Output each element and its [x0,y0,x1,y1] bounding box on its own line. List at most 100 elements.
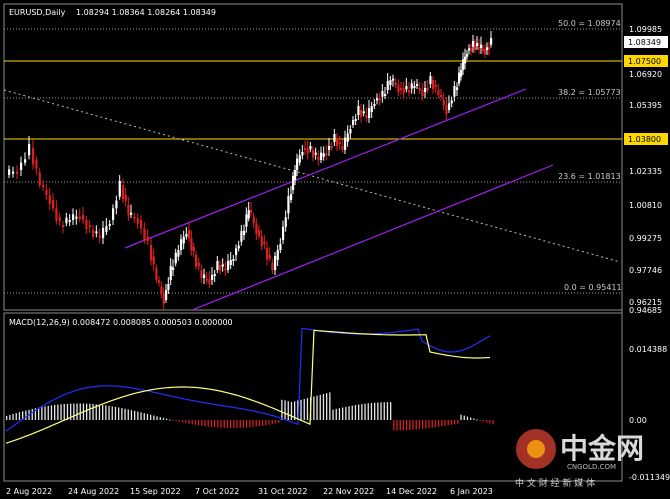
macd-bar [198,420,200,426]
candle [28,144,31,156]
candle [472,41,475,47]
candle [432,80,435,89]
macd-bar [431,420,433,428]
candle [394,82,397,86]
macd-bar [175,420,177,421]
macd-bar [66,403,69,420]
macd-bar [418,420,421,430]
candle [48,195,51,204]
macd-bar [383,402,385,420]
candlesticks[interactable] [8,31,493,310]
macd-bar [412,420,414,430]
candle [276,250,279,260]
candle [245,214,248,227]
candle [453,86,456,97]
candle [418,88,421,90]
macd-bar [92,404,94,420]
candle [258,230,261,236]
time-label: 2 Aug 2022 [6,487,52,496]
candle [338,142,341,144]
candle [243,230,246,235]
candle [158,280,161,283]
candle [45,190,48,195]
macd-bar [38,407,40,420]
macd-label: MACD(12,26,9) 0.008472 0.008085 0.000503… [9,318,233,327]
macd-bar [345,406,347,420]
candle [445,105,448,114]
macd-bar [406,420,408,431]
candle [373,104,376,106]
macd-bar [114,406,117,420]
candle [464,56,467,64]
time-label: 7 Oct 2022 [195,487,239,496]
candle [127,205,130,215]
candle [172,267,175,270]
macd-bar [470,417,472,420]
candle [389,80,392,85]
macd-bar [428,420,430,429]
macd-bar [230,420,232,429]
candle [169,266,172,280]
candle [304,148,307,150]
candle [312,150,315,158]
candle [460,70,463,77]
macd-bar [194,420,197,425]
fib-label: 0.0 = 0.95411 [564,283,622,292]
macd-bar [374,402,376,420]
ascending-channel[interactable] [124,88,554,325]
macd-bar [156,416,158,420]
candle [341,146,344,150]
candle [118,181,121,197]
macd-bar [73,403,75,420]
candle [68,220,71,222]
candle [143,228,146,241]
time-label: 22 Nov 2022 [323,487,374,496]
candle [474,45,477,50]
candle [197,262,200,267]
macd-bar [457,420,459,424]
macd-bar [239,420,241,428]
macd-signal-line[interactable] [5,329,491,444]
candle [185,234,188,237]
price-label: 1.00810 [629,201,662,210]
candle [167,284,170,290]
fibonacci-levels[interactable]: 50.0 = 1.08974 38.2 = 1.05773 23.6 = 1.0… [4,19,622,294]
macd-bar [434,420,437,428]
macd-bar [466,416,469,420]
candle [450,100,453,104]
macd-bar [89,403,91,420]
horizontal-levels[interactable]: 1.07500 1.03800 1.08349 [4,36,668,145]
macd-bar [402,420,405,431]
candle [208,279,211,284]
macd-bar [390,402,392,420]
macd-bar [153,415,155,420]
candle [122,185,125,199]
candle [174,252,177,264]
macd-line[interactable] [5,327,491,432]
candle [188,230,191,239]
dotted-trendline[interactable] [3,89,621,263]
macd-bar [162,417,165,420]
candle [115,200,118,209]
candle [237,245,240,249]
candle [85,220,88,229]
candle [480,44,483,48]
candle [38,172,41,185]
candle [102,228,105,238]
level-tag-text: 1.03800 [628,135,661,144]
candle [55,208,58,221]
watermark-tagline: 中 文 财 经 新 媒 体 [515,477,595,489]
candle [62,225,65,228]
candle [263,242,266,244]
candle [421,90,424,96]
macd-bar [57,404,59,420]
time-label: 14 Dec 2022 [386,487,437,496]
candle [476,43,479,46]
macd-bar [111,406,113,420]
candle [250,210,253,213]
candle [306,148,309,154]
macd-bar [249,420,251,428]
macd-bar [415,420,417,430]
candle [458,72,461,84]
